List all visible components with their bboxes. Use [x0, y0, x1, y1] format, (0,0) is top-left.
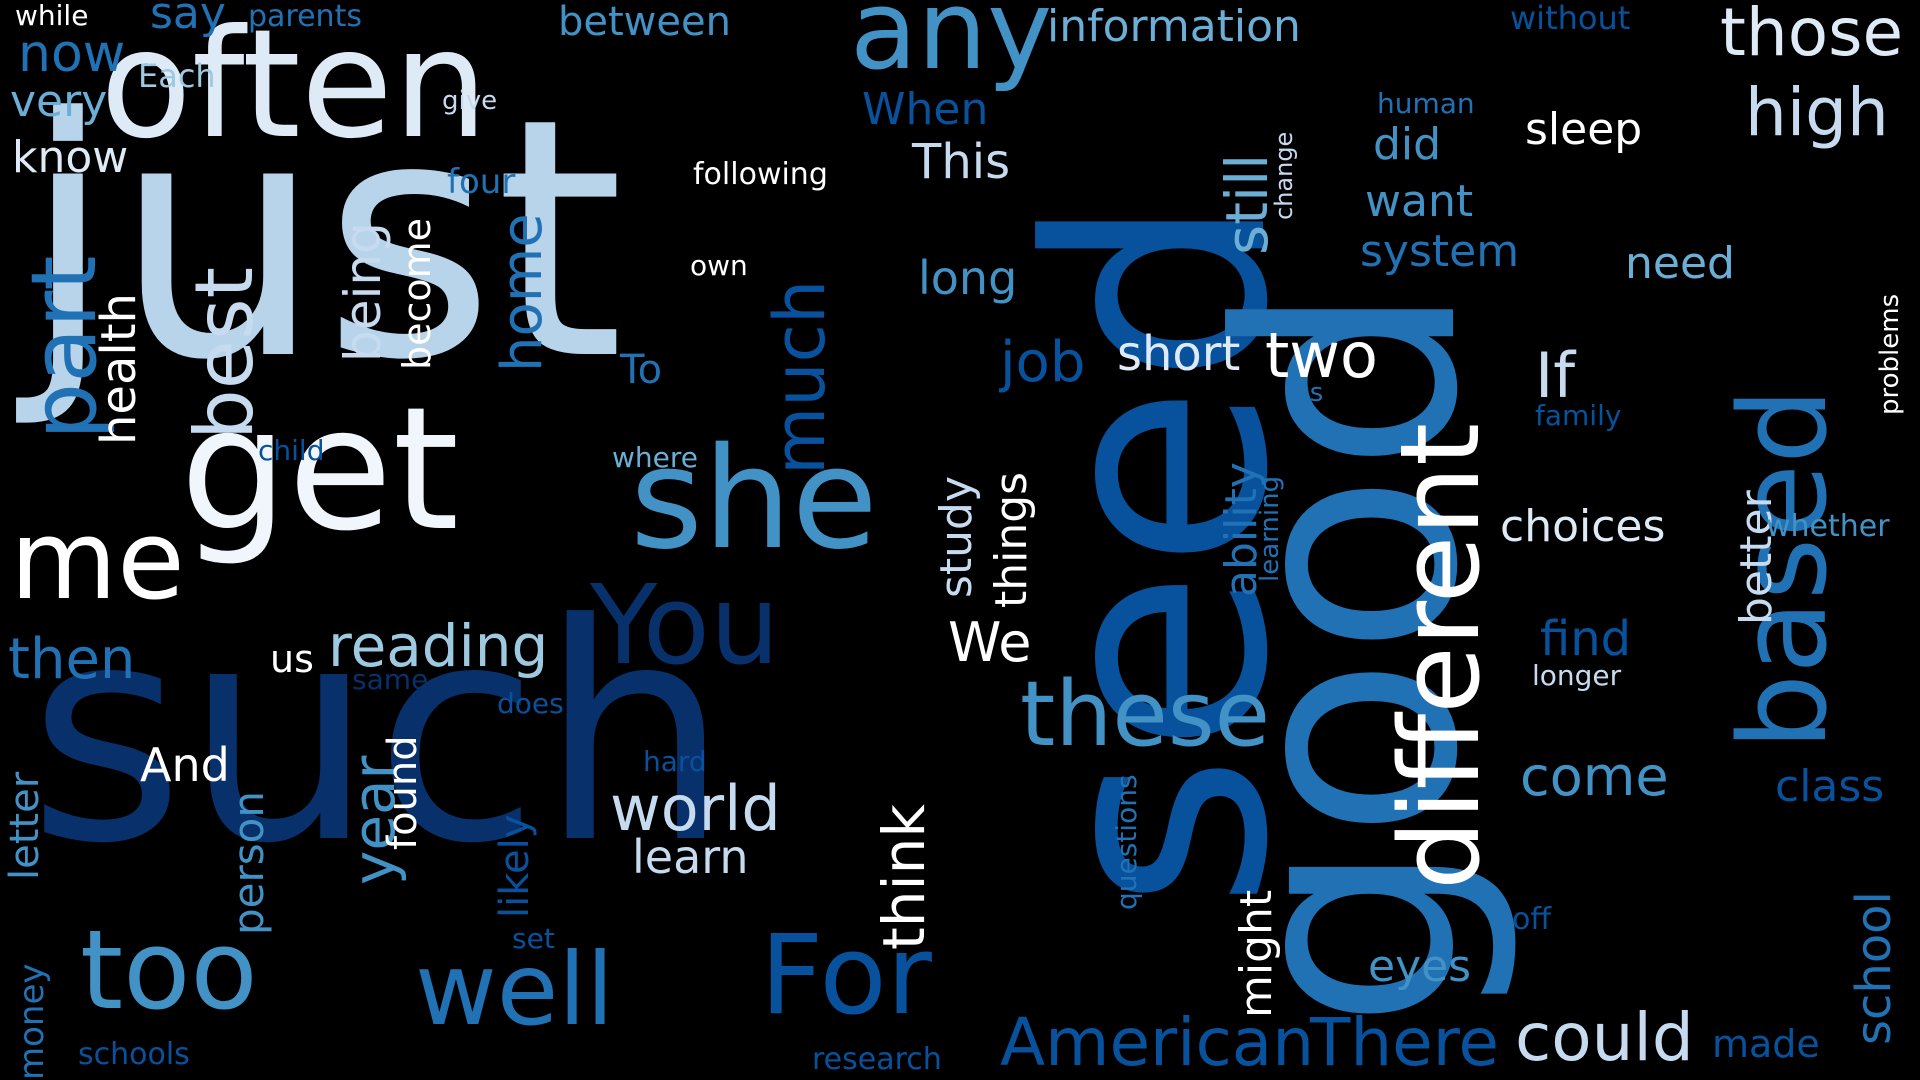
cloud-word: And — [140, 738, 230, 792]
cloud-word: between — [558, 0, 731, 45]
cloud-word: problems — [1875, 293, 1905, 415]
cloud-word: then — [8, 627, 136, 692]
cloud-word: whether — [1766, 509, 1890, 544]
cloud-word: well — [415, 931, 614, 1048]
cloud-word: information — [1047, 1, 1301, 52]
cloud-word: research — [812, 1042, 942, 1077]
cloud-word: think — [870, 804, 938, 950]
cloud-word: best — [178, 266, 271, 440]
cloud-word: own — [690, 249, 748, 282]
cloud-word: find — [1540, 611, 1632, 667]
cloud-word: two — [1265, 319, 1378, 392]
cloud-word: being — [334, 222, 392, 362]
cloud-word: off — [1512, 902, 1552, 937]
cloud-word: job — [1000, 330, 1086, 395]
cloud-word: just — [22, 48, 625, 432]
cloud-word: come — [1520, 745, 1669, 808]
cloud-word: home — [490, 213, 555, 372]
cloud-word: As — [1292, 378, 1324, 408]
cloud-word: hard — [643, 745, 707, 778]
cloud-word: child — [258, 434, 325, 467]
cloud-word: following — [693, 157, 828, 192]
cloud-word: say — [150, 0, 226, 39]
cloud-word: eyes — [1368, 941, 1472, 992]
cloud-word: Each — [138, 57, 216, 95]
cloud-word: me — [10, 496, 185, 624]
cloud-word: long — [918, 251, 1018, 305]
cloud-word: learning — [1255, 475, 1285, 582]
cloud-word: without — [1510, 0, 1631, 37]
cloud-word: often — [100, 0, 489, 172]
cloud-word: did — [1373, 119, 1442, 170]
cloud-word: class — [1775, 761, 1885, 812]
cloud-word: learn — [632, 830, 749, 884]
cloud-word: human — [1377, 87, 1475, 120]
cloud-word: four — [447, 162, 516, 202]
cloud-word: know — [12, 132, 129, 183]
cloud-word: When — [862, 84, 989, 135]
cloud-word: You — [590, 561, 780, 689]
cloud-word: sleep — [1525, 104, 1643, 155]
cloud-word: very — [10, 76, 108, 127]
cloud-word: If — [1535, 339, 1576, 412]
cloud-word: want — [1365, 176, 1474, 227]
cloud-word: To — [620, 347, 663, 393]
cloud-word: American — [1000, 1004, 1315, 1080]
cloud-word: found — [380, 735, 426, 850]
cloud-word: likely — [492, 814, 538, 918]
cloud-word: study — [931, 475, 982, 598]
cloud-word: family — [1535, 399, 1622, 432]
cloud-word: system — [1360, 226, 1520, 277]
cloud-word: might — [1231, 889, 1282, 1018]
cloud-word: letter — [2, 771, 48, 880]
cloud-word: too — [80, 906, 258, 1034]
cloud-word: short — [1117, 326, 1241, 382]
cloud-word: same — [352, 663, 429, 696]
cloud-word: money — [12, 963, 52, 1080]
cloud-word: need — [1625, 238, 1735, 289]
cloud-word: while — [15, 0, 89, 32]
cloud-word: those — [1720, 0, 1904, 71]
cloud-word: change — [1270, 131, 1298, 220]
cloud-word: now — [18, 24, 126, 84]
cloud-word: longer — [1532, 659, 1622, 692]
cloud-word: high — [1745, 74, 1889, 151]
cloud-word: schools — [78, 1037, 190, 1072]
cloud-word: person — [224, 791, 273, 935]
cloud-word: parents — [248, 0, 362, 34]
cloud-word: still — [1213, 153, 1281, 255]
cloud-word: does — [497, 687, 564, 720]
cloud-word: world — [610, 772, 781, 845]
cloud-word: much — [759, 279, 841, 475]
cloud-word: made — [1712, 1022, 1820, 1066]
cloud-word: get — [180, 371, 460, 569]
cloud-word: these — [1020, 662, 1270, 767]
cloud-word: things — [986, 471, 1037, 608]
cloud-word: could — [1515, 999, 1694, 1076]
cloud-word: reading — [328, 612, 549, 680]
cloud-word: give — [442, 86, 498, 116]
cloud-word: There — [1310, 1004, 1500, 1080]
cloud-word: set — [512, 922, 555, 955]
cloud-word: where — [612, 441, 698, 474]
cloud-word: health — [91, 293, 147, 445]
cloud-word: For — [760, 911, 932, 1039]
cloud-word: choices — [1500, 501, 1666, 552]
cloud-word: different — [1376, 422, 1504, 890]
cloud-word: questions — [1110, 774, 1143, 910]
cloud-word: us — [270, 637, 314, 681]
cloud-word: school — [1846, 891, 1902, 1045]
cloud-word: become — [395, 217, 439, 370]
cloud-word: such — [28, 560, 730, 909]
cloud-word: she — [630, 418, 878, 581]
cloud-word: We — [948, 611, 1032, 674]
cloud-word: any — [850, 0, 1053, 94]
cloud-word: This — [912, 134, 1011, 190]
